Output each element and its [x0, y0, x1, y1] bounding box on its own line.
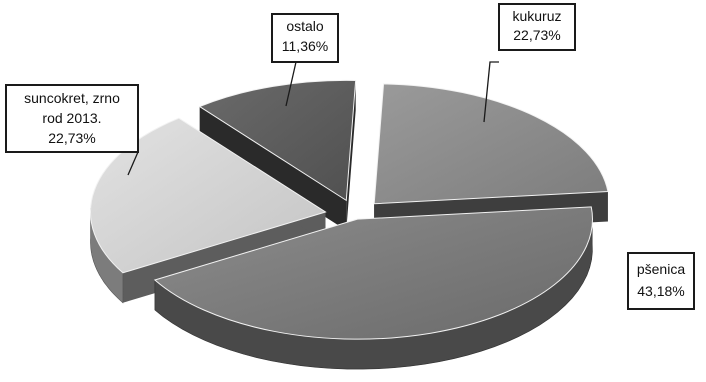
- slice-ostalo-wall-0: [199, 106, 347, 231]
- leader-line-suncokret: [127, 151, 139, 176]
- data-label-psenica-value: 43,18%: [637, 283, 684, 299]
- slice-suncokret-top: [90, 117, 327, 274]
- data-label-psenica: pšenica 43,18%: [627, 252, 695, 310]
- slice-psenica-top: [153, 206, 593, 340]
- data-label-ostalo-category: ostalo: [286, 18, 324, 34]
- data-label-suncokret: suncokret, zrno rod 2013. 22,73%: [5, 84, 139, 153]
- data-label-ostalo-value: 11,36%: [282, 38, 328, 54]
- data-label-kukuruz: kukuruz 22,73%: [498, 3, 576, 51]
- leader-line-kukuruz: [483, 61, 499, 123]
- data-label-ostalo: ostalo 11,36%: [271, 13, 339, 63]
- pie-slices: [90, 79, 609, 370]
- slice-ostalo-wall-1: [346, 80, 356, 231]
- data-label-kukuruz-value: 22,73%: [513, 27, 560, 43]
- data-label-suncokret-category-line1: suncokret, zrno: [24, 90, 120, 106]
- data-label-psenica-category: pšenica: [637, 261, 685, 277]
- data-label-suncokret-category-line2: rod 2013.: [42, 110, 101, 126]
- data-label-kukuruz-category: kukuruz: [512, 8, 561, 24]
- slice-kukuruz-top: [373, 83, 609, 205]
- data-label-suncokret-value: 22,73%: [48, 130, 95, 146]
- slice-ostalo-top: [198, 79, 357, 202]
- slice-ostalo: [198, 79, 357, 231]
- slice-psenica: [153, 206, 593, 370]
